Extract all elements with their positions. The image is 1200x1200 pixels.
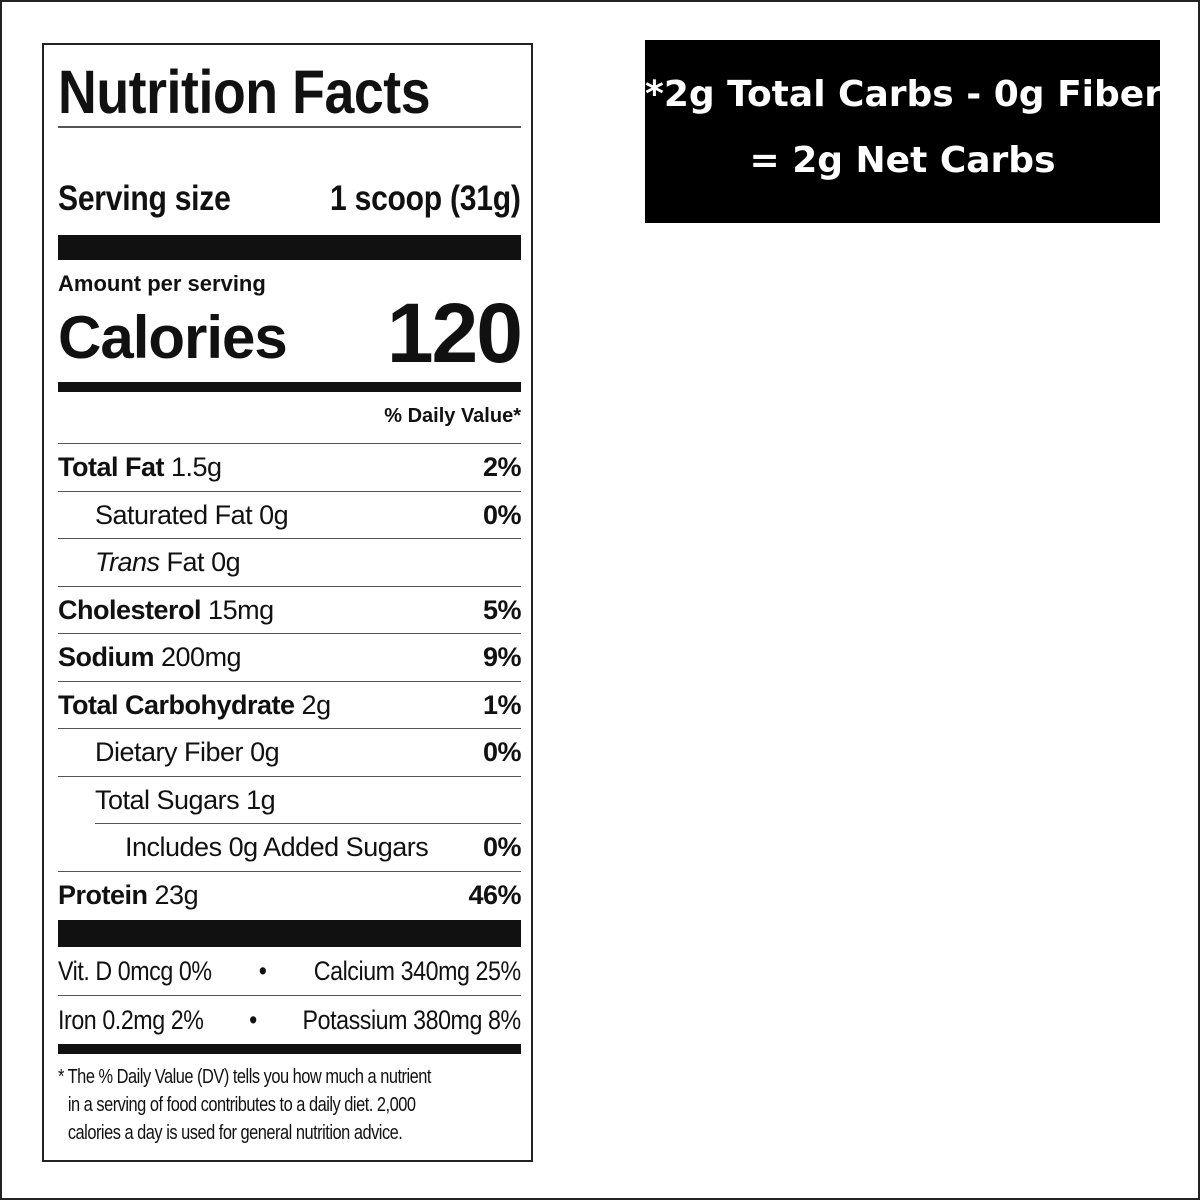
nutrient-dv: 9% bbox=[482, 642, 522, 672]
footnote-line: * The % Daily Value (DV) tells you how m… bbox=[58, 1066, 431, 1088]
nutrient-name: Cholesterol bbox=[58, 594, 202, 625]
nutrient-name: Total Fat bbox=[58, 452, 165, 482]
medium-divider bbox=[58, 1044, 521, 1054]
serving-size: Serving size 1 scoop (31g) bbox=[58, 179, 521, 219]
nutrient-dv: 0% bbox=[482, 832, 522, 862]
vitamin-row: Vit. D 0mcg 0% • Calcium 340mg 25% bbox=[58, 947, 521, 995]
nutrient-row-total-carbohydrate: Total Carbohydrate 2g 1% bbox=[58, 680, 522, 729]
nutrient-amount: 15mg bbox=[208, 594, 274, 625]
nutrient-row-protein: Protein 23g 46% bbox=[58, 870, 521, 919]
separator-dot: • bbox=[258, 956, 267, 986]
nutrient-amount: 0g bbox=[250, 737, 280, 767]
nutrient-dv: 0% bbox=[482, 499, 522, 530]
medium-divider bbox=[58, 382, 521, 392]
vitamin-right: Potassium 380mg 8% bbox=[302, 1005, 522, 1035]
vitamin-row: Iron 0.2mg 2% • Potassium 380mg 8% bbox=[58, 996, 521, 1044]
nutrient-dv: 5% bbox=[482, 594, 522, 625]
vitamin-row-wrapper: Iron 0.2mg 2% • Potassium 380mg 8% bbox=[58, 995, 521, 1044]
net-carbs-line2: = 2g Net Carbs bbox=[749, 140, 1056, 181]
nutrient-amount: 0g bbox=[211, 547, 241, 577]
daily-value-header: % Daily Value* bbox=[384, 405, 521, 427]
nutrient-name: Saturated Fat bbox=[95, 499, 253, 530]
net-carbs-note: *2g Total Carbs - 0g Fiber = 2g Net Carb… bbox=[645, 40, 1162, 223]
nutrient-row-dietary-fiber: Dietary Fiber 0g 0% bbox=[58, 728, 522, 776]
vitamin-right: Calcium 340mg 25% bbox=[313, 956, 521, 986]
separator-dot: • bbox=[249, 1005, 257, 1035]
nutrient-dv: 1% bbox=[482, 689, 522, 720]
nutrient-name: Total Sugars bbox=[95, 784, 240, 815]
footnote: * The % Daily Value (DV) tells you how m… bbox=[58, 1063, 521, 1147]
nutrient-amount: 1g bbox=[246, 784, 276, 815]
nutrient-name: Sodium bbox=[58, 642, 155, 672]
nutrient-dv: 2% bbox=[482, 452, 522, 482]
nutrient-dv: 0% bbox=[482, 737, 522, 767]
nutrient-list: Total Fat 1.5g 2% Saturated Fat 0g 0% Tran… bbox=[58, 443, 522, 919]
footnote-line: calories a day is used for general nutri… bbox=[67, 1122, 403, 1144]
vitamin-left: Iron 0.2mg 2% bbox=[58, 1005, 204, 1035]
nutrient-row-sodium: Sodium 200mg 9% bbox=[58, 633, 522, 681]
thick-divider bbox=[58, 920, 521, 947]
nutrient-amount: 1.5g bbox=[171, 452, 222, 482]
nutrient-row-cholesterol: Cholesterol 15mg 5% bbox=[58, 585, 522, 634]
nutrient-amount: 23g bbox=[154, 879, 199, 910]
amount-per-serving: Amount per serving bbox=[58, 271, 266, 296]
nutrient-name: Total Carbohydrate bbox=[58, 689, 295, 720]
nutrient-row-saturated-fat: Saturated Fat 0g 0% bbox=[58, 490, 522, 539]
nutrient-name: Trans bbox=[95, 547, 160, 577]
nutrient-name-suffix: Fat bbox=[166, 547, 205, 577]
vitamin-list: Vit. D 0mcg 0% • Calcium 340mg 25% Iron 0.… bbox=[58, 947, 521, 1044]
calories-label: Calories bbox=[58, 304, 288, 371]
serving-size-value: 1 scoop (31g) bbox=[330, 179, 521, 218]
net-carbs-line1: *2g Total Carbs - 0g Fiber bbox=[645, 74, 1162, 115]
thick-divider bbox=[58, 235, 521, 260]
nutrient-row-added-sugars: Includes 0g Added Sugars 0% bbox=[95, 823, 522, 871]
nutrient-amount: 2g bbox=[301, 689, 332, 720]
vitamin-left: Vit. D 0mcg 0% bbox=[58, 956, 212, 986]
divider bbox=[58, 126, 521, 128]
nutrient-name: Protein bbox=[58, 879, 148, 910]
nutrient-amount: 0g bbox=[259, 499, 289, 530]
calories-value: 120 bbox=[386, 286, 523, 380]
footnote-line: in a serving of food contributes to a da… bbox=[67, 1094, 416, 1116]
label-title: Nutrition Facts bbox=[58, 58, 431, 126]
nutrient-amount: 200mg bbox=[161, 642, 242, 672]
nutrient-dv: 46% bbox=[468, 879, 521, 910]
nutrition-facts-label: Nutrition Facts Serving size 1 scoop (31… bbox=[42, 43, 533, 1162]
nutrient-row-total-sugars: Total Sugars 1g bbox=[58, 775, 521, 824]
serving-size-label: Serving size bbox=[58, 179, 231, 218]
nutrient-row-trans-fat: Trans Fat 0g bbox=[58, 538, 521, 586]
nutrient-row-total-fat: Total Fat 1.5g 2% bbox=[58, 443, 522, 491]
nutrient-name: Dietary Fiber bbox=[95, 737, 244, 767]
nutrient-name: Includes 0g Added Sugars bbox=[125, 832, 429, 862]
vitamin-row-wrapper: Vit. D 0mcg 0% • Calcium 340mg 25% bbox=[58, 947, 521, 995]
